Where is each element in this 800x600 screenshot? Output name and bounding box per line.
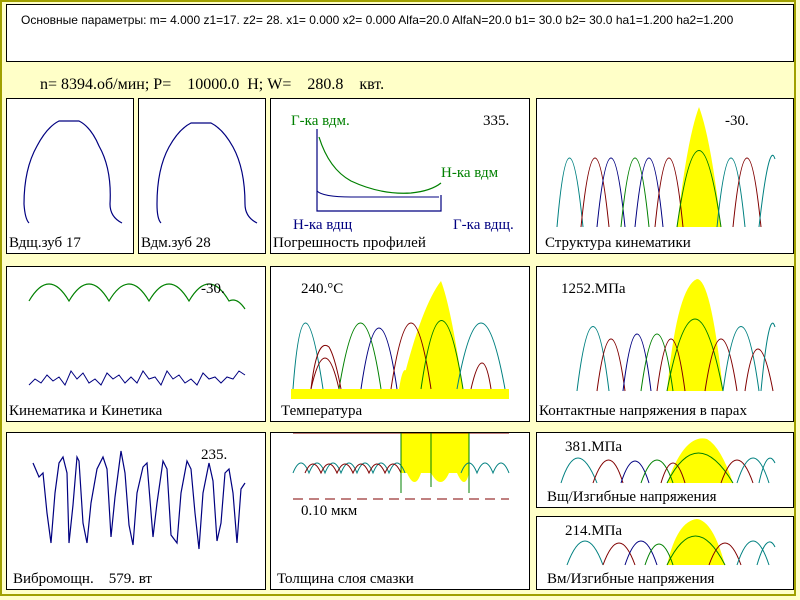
operating-info: n= 8394.об/мин; P= 10000.0 Н; W= 280.8 к… (40, 76, 385, 93)
temperature-panel: 240.°C Температура (270, 266, 530, 422)
contact-stress-caption: Контактные напряжения в парах (539, 403, 747, 419)
tooth-17-plot (23, 120, 123, 224)
label-nk-vdsh: Н-ка вдщ (293, 217, 353, 233)
vibration-plot (32, 450, 246, 550)
lubrication-panel: 0.10 мкм Толщина слоя смазки (270, 432, 530, 590)
tooth-28-panel: Вдм.зуб 28 (138, 98, 266, 254)
contact-stress-panel: 1252.МПа Контактные напряжения в парах (536, 266, 794, 422)
lubrication-value: 0.10 мкм (301, 503, 358, 519)
temperature-caption: Температура (281, 403, 363, 419)
profile-error-value: 335. (483, 113, 510, 129)
contact-stress-value: 1252.МПа (561, 281, 626, 297)
bending-stress-2-plot (566, 519, 776, 566)
kinematics-structure-plot (556, 107, 776, 228)
tooth-28-plot (156, 122, 258, 224)
tooth-28-caption: Вдм.зуб 28 (141, 235, 211, 251)
kinematics-kinetics-value: -30. (201, 281, 225, 297)
kinematics-kinetics-panel: -30. Кинематика и Кинетика (6, 266, 266, 422)
lubrication-plot (292, 433, 510, 500)
label-gk-vdsh: Г-ка вдщ. (453, 217, 514, 233)
kinematics-structure-value: -30. (725, 113, 749, 129)
profile-error-caption: Погрешность профилей (273, 235, 426, 251)
label-gk-vdm: Г-ка вдм. (291, 113, 350, 129)
bending-stress-2-panel: 214.МПа Вм/Изгибные напряжения (536, 516, 794, 590)
profile-error-panel: Г-ка вдм. 335. Н-ка вдм Н-ка вдщ Г-ка вд… (270, 98, 530, 254)
tooth-17-panel: Вдщ.зуб 17 (6, 98, 134, 254)
tooth-17-caption: Вдщ.зуб 17 (9, 235, 81, 251)
lubrication-caption: Толщина слоя смазки (277, 571, 414, 587)
parameters-text: Основные параметры: m= 4.000 z1=17. z2= … (21, 13, 734, 27)
bending-stress-1-value: 381.МПа (565, 439, 623, 455)
vibration-value: 235. (201, 447, 228, 463)
kinematics-structure-caption: Структура кинематики (545, 235, 691, 251)
kinematics-structure-panel: -30. Структура кинематики (536, 98, 794, 254)
temperature-value: 240.°C (301, 281, 344, 297)
profile-error-plot (316, 129, 442, 212)
bending-stress-1-panel: 381.МПа Вщ/Изгибные напряжения (536, 432, 794, 508)
bending-stress-1-plot (560, 438, 776, 484)
bending-stress-2-value: 214.МПа (565, 523, 623, 539)
contact-stress-plot (576, 279, 776, 392)
vibration-panel: 235. Вибромощн. 579. вт (6, 432, 266, 590)
bending-stress-1-caption: Вщ/Изгибные напряжения (547, 489, 717, 505)
parameters-panel: Основные параметры: m= 4.000 z1=17. z2= … (6, 4, 794, 62)
kinematics-kinetics-caption: Кинематика и Кинетика (9, 403, 163, 419)
vibration-caption: Вибромощн. 579. вт (13, 571, 152, 587)
kinematics-kinetics-plot (28, 283, 246, 386)
temperature-plot (291, 281, 509, 399)
label-nk-vdm: Н-ка вдм (441, 165, 499, 181)
bending-stress-2-caption: Вм/Изгибные напряжения (547, 571, 715, 587)
